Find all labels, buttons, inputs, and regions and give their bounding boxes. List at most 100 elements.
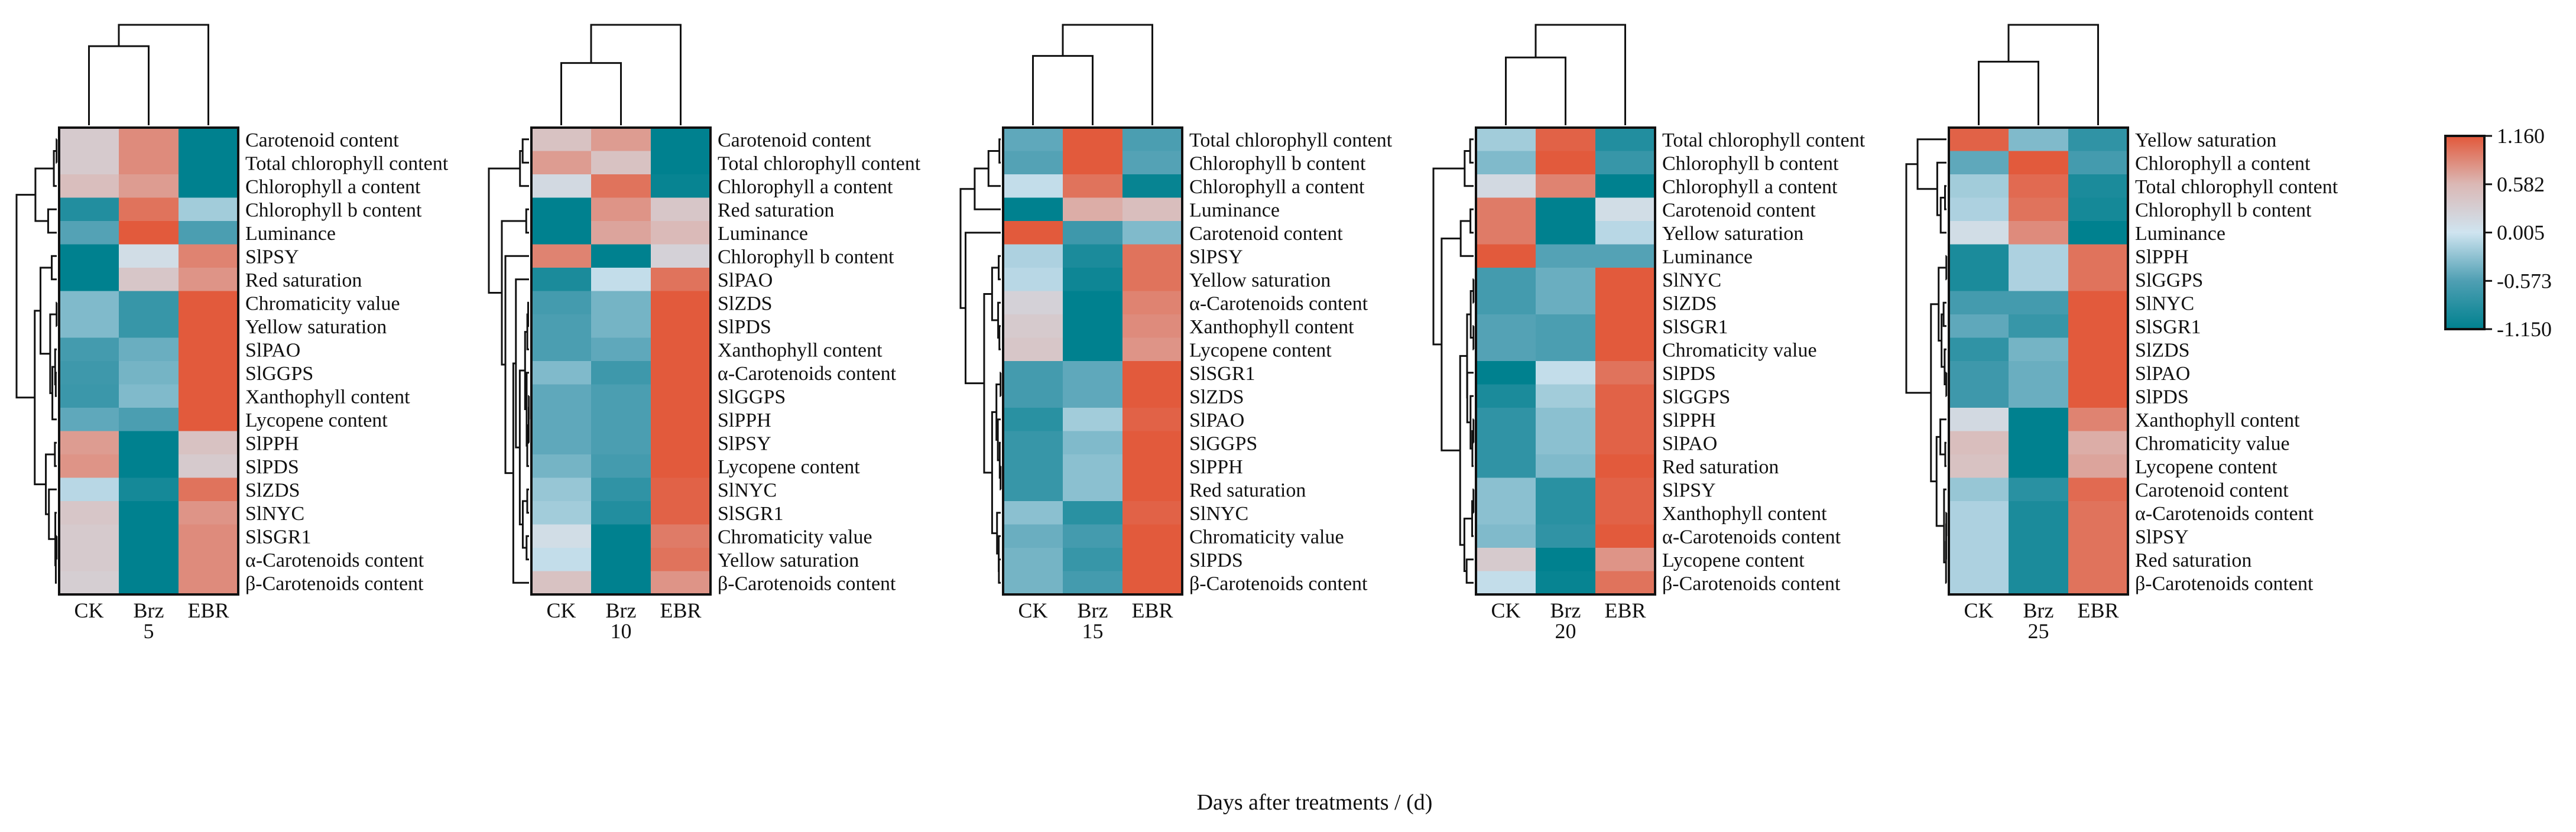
heatmap-cell: [1063, 524, 1123, 548]
dendrogram-branch: [1464, 150, 1474, 187]
heatmap-cell: [2068, 244, 2129, 268]
dendrogram-branch: [964, 232, 1001, 385]
dendrogram-branch: [47, 208, 57, 234]
row-label: Chlorophyll b content: [1189, 152, 1366, 174]
heatmap-cell: [2009, 361, 2069, 385]
row-label: SlNYC: [718, 479, 777, 501]
dendrogram-branch: [1463, 518, 1472, 572]
row-label: Chlorophyll a content: [245, 176, 421, 198]
heatmap-cell: [119, 524, 179, 548]
heatmap-cell: [591, 548, 651, 572]
heatmap-cell: [651, 408, 711, 432]
row-label: Luminance: [1189, 199, 1280, 221]
color-legend: 1.160 0.582 0.005 -0.573 -1.150: [2444, 124, 2552, 341]
heatmap-cell: [1949, 501, 2009, 525]
row-label: SlPSY: [1662, 479, 1716, 501]
heatmap-cell: [651, 314, 711, 339]
heatmap-cell: [179, 384, 239, 408]
heatmap-cell: [1536, 221, 1596, 245]
row-label: SlPPH: [1189, 456, 1243, 478]
row-label: Total chlorophyll content: [2135, 176, 2338, 198]
heatmap-cell: [1122, 268, 1183, 292]
heatmap-cell: [2068, 128, 2129, 152]
heatmap-cell: [1476, 174, 1536, 199]
heatmap-cell: [2068, 361, 2129, 385]
column-label: Brz: [606, 599, 637, 622]
heatmap-cell: [59, 408, 119, 432]
heatmap-cell: [119, 361, 179, 385]
heatmap-cell: [1949, 384, 2009, 408]
heatmap-cell: [1536, 361, 1596, 385]
row-label: Red saturation: [1662, 456, 1779, 478]
legend-tick-label: 0.005: [2497, 221, 2545, 245]
heatmap-cell: [1003, 244, 1063, 268]
heatmap-border: [1002, 126, 1183, 596]
heatmap-cell: [2009, 524, 2069, 548]
row-label: Total chlorophyll content: [1189, 129, 1393, 151]
heatmap-cell: [1003, 454, 1063, 479]
column-label: CK: [1491, 599, 1520, 622]
heatmap-cell: [179, 501, 239, 525]
row-label: SlPPH: [2135, 246, 2189, 268]
dendrogram-branch: [1469, 395, 1474, 450]
dendrogram-branch: [1465, 558, 1474, 584]
heatmap-cell: [2068, 174, 2129, 199]
heatmap-cell: [179, 291, 239, 315]
heatmap-cell: [1063, 571, 1123, 595]
row-label: Chlorophyll b content: [2135, 199, 2312, 221]
heatmap-cell: [1122, 571, 1183, 595]
row-label: Red saturation: [2135, 550, 2251, 571]
heatmap-cell: [1476, 244, 1536, 268]
row-label: SlPSY: [2135, 526, 2189, 548]
heatmap-cell: [59, 524, 119, 548]
heatmap-cell: [591, 244, 651, 268]
heatmap-cell: [179, 548, 239, 572]
row-label: SlPDS: [245, 456, 299, 478]
heatmap-cell: [651, 337, 711, 362]
dendrogram-branch: [2007, 24, 2099, 125]
heatmap-cell: [119, 244, 179, 268]
heatmap-cell: [1595, 291, 1656, 315]
dendrogram-branch: [88, 45, 150, 125]
row-label: Carotenoid content: [2135, 479, 2289, 501]
dendrogram-branch: [998, 325, 1001, 350]
heatmap-cell: [1476, 431, 1536, 455]
heatmap-cell: [1063, 384, 1123, 408]
column-dendrogram: [88, 24, 209, 125]
heatmap-cell: [59, 221, 119, 245]
heatmap-cell: [531, 384, 592, 408]
dendrogram-branch: [1459, 355, 1467, 546]
heatmap-cell: [1949, 128, 2009, 152]
column-label: CK: [74, 599, 103, 622]
heatmap-cell: [119, 314, 179, 339]
heatmap-cell: [119, 384, 179, 408]
heatmap-cell: [1536, 408, 1596, 432]
dendrogram-branch: [991, 266, 999, 321]
row-label: Chlorophyll b content: [245, 199, 422, 221]
heatmap-cell: [1063, 361, 1123, 385]
row-dendrogram: [959, 138, 1002, 584]
heatmap-cell: [1949, 197, 2009, 222]
row-label: SlSGR1: [1662, 316, 1728, 338]
heatmap-cell: [531, 291, 592, 315]
heatmap-border: [1475, 126, 1656, 596]
heatmap-cell: [1063, 454, 1123, 479]
row-label: Luminance: [245, 223, 336, 245]
heatmap-cell: [119, 501, 179, 525]
heatmap-cell: [179, 128, 239, 152]
row-label: Xanthophyll content: [1662, 503, 1827, 525]
heatmap-cell: [1003, 548, 1063, 572]
heatmap-cell: [2068, 454, 2129, 479]
row-label: SlGGPS: [718, 386, 786, 408]
x-axis-title: Days after treatments / (d): [1197, 790, 1433, 815]
heatmap-cell: [1122, 524, 1183, 548]
heatmap-cell: [1595, 244, 1656, 268]
dendrogram-branch: [525, 208, 529, 234]
heatmap-cell: [1595, 174, 1656, 199]
heatmap-cell: [179, 151, 239, 175]
heatmap-cell: [591, 128, 651, 152]
heatmap-cell: [1003, 314, 1063, 339]
heatmap-cell: [531, 501, 592, 525]
